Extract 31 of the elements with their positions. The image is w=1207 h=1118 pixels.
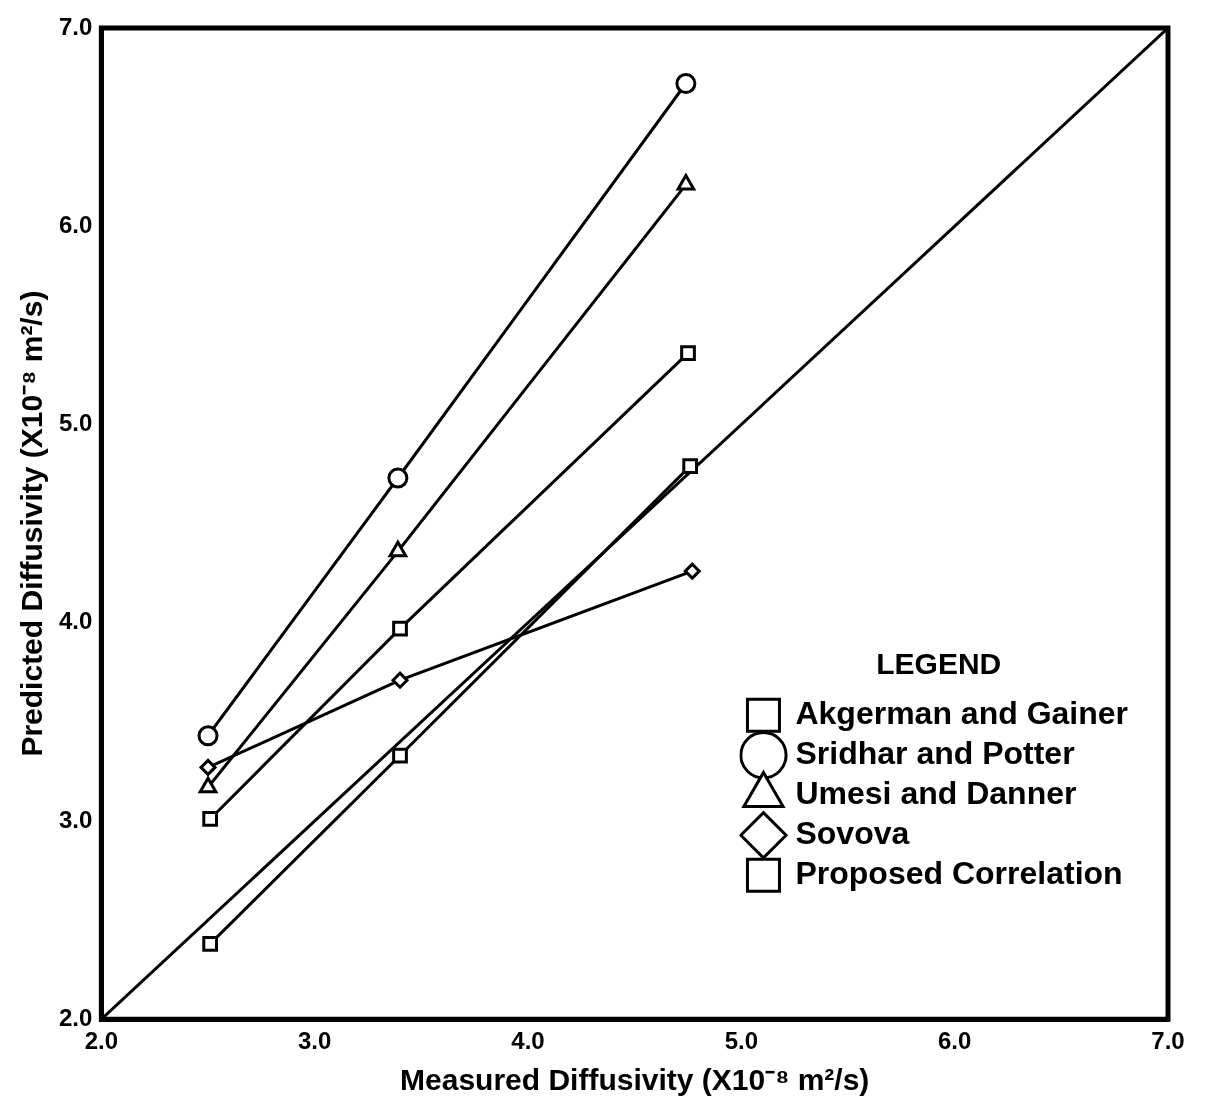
- y-tick-label: 7.0: [58, 12, 93, 40]
- y-axis-title: Predicted Diffusivity (X10⁻⁸ m²/s): [15, 290, 49, 757]
- point: [676, 174, 696, 191]
- point: [391, 671, 409, 689]
- point: [682, 458, 699, 474]
- point: [392, 620, 408, 637]
- point: [202, 936, 219, 952]
- x-tick-label: 3.0: [298, 1027, 332, 1055]
- point: [199, 758, 217, 776]
- x-tick-label: 7.0: [1151, 1027, 1185, 1055]
- legend-label: Umesi and Danner: [795, 775, 1077, 812]
- x-tick-label: 6.0: [937, 1027, 972, 1055]
- x-tick-label: 4.0: [511, 1027, 545, 1055]
- point: [392, 747, 408, 764]
- legend-title: LEGEND: [876, 647, 1002, 681]
- x-tick-label: 5.0: [724, 1027, 759, 1055]
- legend-label: Sridhar and Potter: [795, 735, 1075, 772]
- x-axis-title: Measured Diffusivity (X10⁻⁸ m²/s): [400, 1063, 870, 1097]
- point: [675, 73, 697, 95]
- legend-label: Proposed Correlation: [795, 855, 1123, 892]
- point: [683, 562, 701, 580]
- y-tick-label: 3.0: [58, 805, 93, 833]
- y-tick-label: 5.0: [58, 409, 93, 437]
- y-tick-label: 6.0: [58, 210, 93, 238]
- legend-label: Akgerman and Gainer: [795, 695, 1128, 732]
- y-tick-label: 4.0: [58, 607, 93, 635]
- point: [387, 467, 409, 489]
- point: [197, 725, 219, 747]
- point: [680, 345, 696, 361]
- legend-label: Sovova: [795, 815, 910, 852]
- point: [202, 811, 219, 827]
